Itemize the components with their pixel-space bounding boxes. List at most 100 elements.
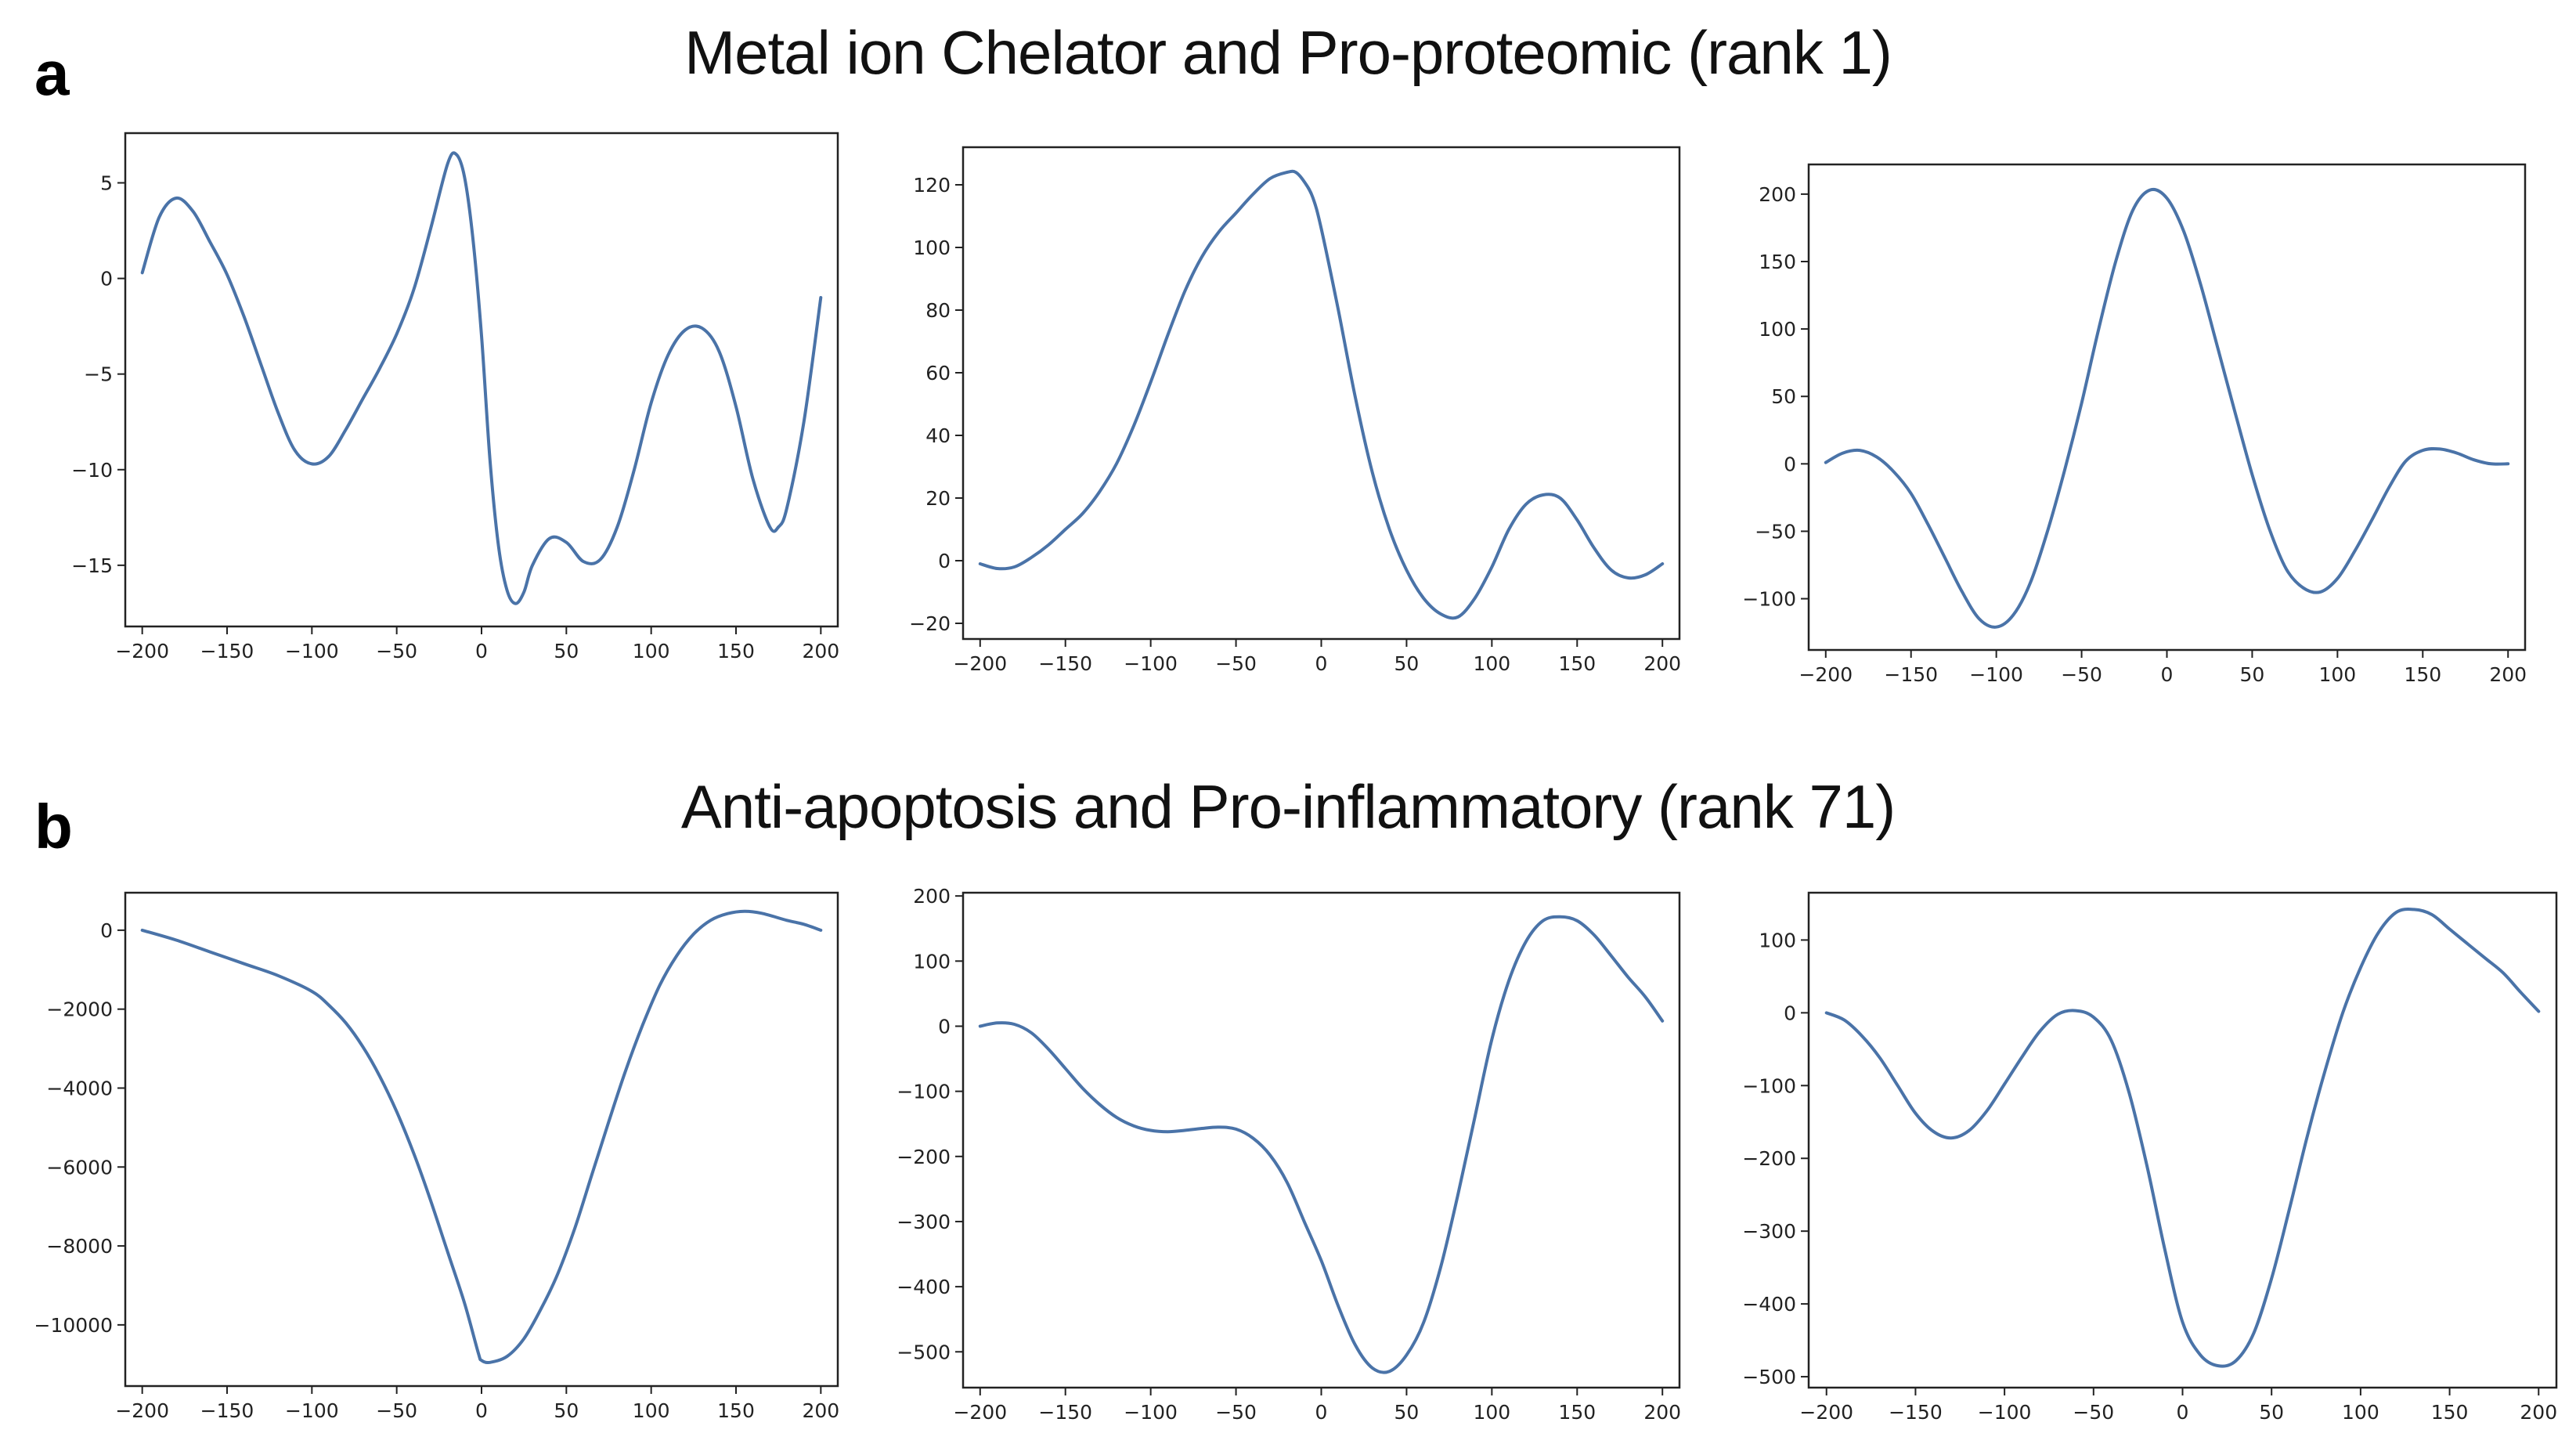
y-tick-label: −200 [1742,1147,1796,1170]
series-line-1 [978,915,1665,1374]
x-tick-label: −150 [1038,652,1092,675]
x-tick-label: 50 [2240,663,2265,686]
x-tick-label: 50 [1394,1401,1420,1424]
plot-frame [1807,163,2527,652]
x-tick-label: 200 [1643,1401,1681,1424]
x-tick-label: −100 [285,640,339,662]
y-tick-label: −50 [1755,520,1796,543]
y-tick-label: −6000 [46,1156,113,1179]
panel-a-title: Metal ion Chelator and Pro-proteomic (ra… [684,18,1892,87]
panel-b-title: Anti-apoptosis and Pro-inflammatory (ran… [680,772,1896,841]
x-tick-label: −100 [285,1399,339,1422]
x-tick-label: 0 [475,1399,488,1422]
y-tick-label: −400 [897,1276,951,1298]
y-tick-label: −10 [71,459,113,482]
y-tick-label: 200 [1759,183,1796,206]
y-tick-label: −300 [1742,1220,1796,1243]
x-tick-label: −50 [376,1399,417,1422]
x-tick-label: −50 [2073,1401,2114,1424]
y-tick-label: 0 [938,1015,951,1038]
x-tick-label: 50 [554,640,579,662]
x-tick-label: −150 [200,640,254,662]
y-tick-label: −15 [71,554,113,577]
x-tick-label: 200 [802,1399,839,1422]
x-tick-label: 200 [802,640,839,662]
x-tick-label: −50 [1215,652,1257,675]
x-tick-label: −200 [953,652,1007,675]
x-tick-label: −150 [1884,663,1938,686]
y-tick-label: 200 [913,885,951,908]
y-tick-label: −100 [1742,1074,1796,1097]
x-tick-label: −200 [1799,663,1853,686]
y-tick-label: 40 [925,424,951,447]
x-tick-label: −50 [376,640,417,662]
y-tick-label: 150 [1759,251,1796,273]
x-tick-label: 200 [1643,652,1681,675]
y-tick-label: 5 [100,171,113,194]
x-tick-label: 150 [717,1399,755,1422]
subplot-b-1: −200 −150 −100 −50 0 50 100 150 200 0 −2000 −4000 −6… [34,891,839,1422]
subplot-b-2: −200 −150 −100 −50 0 50 100 150 2002001000−100−2… [897,885,1681,1424]
x-tick-label: −200 [115,640,169,662]
x-tick-label: 200 [2489,663,2527,686]
panel-a-letter: a [34,38,70,108]
x-tick-label: −50 [2061,663,2102,686]
x-tick-label: 0 [2161,663,2174,686]
x-tick-label: 50 [554,1399,579,1422]
x-tick-label: 150 [1558,652,1596,675]
x-tick-label: 0 [1315,652,1328,675]
subplot-b-3: −200 −150 −100 −50 0 50 100 150 2001000−100−200−… [1742,891,2558,1424]
series-line-1 [978,169,1665,620]
x-tick-label: −100 [1978,1401,2032,1424]
series-line-1 [140,151,823,605]
plot-frame [124,132,839,628]
y-tick-label: −4000 [46,1077,113,1099]
x-tick-label: −150 [200,1399,254,1422]
y-tick-label: 100 [1759,929,1796,951]
y-tick-label: −100 [897,1081,951,1103]
y-tick-label: −20 [909,612,951,635]
y-tick-label: 100 [1759,318,1796,341]
x-tick-label: 0 [2177,1401,2189,1424]
y-tick-label: −200 [897,1146,951,1168]
y-tick-label: −100 [1742,588,1796,611]
x-tick-label: 0 [475,640,488,662]
x-tick-label: 150 [1558,1401,1596,1424]
x-tick-label: 150 [2404,663,2441,686]
x-tick-label: 100 [2318,663,2356,686]
panel-b-letter: b [34,792,73,861]
plot-frame [961,146,1681,641]
plot-frame [1807,891,2558,1389]
y-tick-label: 100 [913,950,951,973]
x-tick-label: 0 [1315,1401,1328,1424]
y-tick-label: 120 [913,174,951,197]
y-tick-label: −300 [897,1211,951,1233]
y-tick-label: 20 [925,487,951,510]
plot-frame [961,891,1681,1389]
x-tick-label: 100 [1473,1401,1510,1424]
y-tick-label: −8000 [46,1235,113,1258]
y-tick-label: 100 [913,236,951,259]
x-tick-label: 100 [633,1399,670,1422]
plot-frame [124,891,839,1388]
subplot-a-2: −200 −150 −100 −50 0 50 100 150 2001201008060402… [909,146,1681,675]
y-tick-label: 0 [1784,453,1796,475]
x-tick-label: 150 [2431,1401,2469,1424]
x-tick-label: 100 [1473,652,1510,675]
y-tick-label: −500 [897,1341,951,1363]
y-tick-label: 0 [938,550,951,572]
x-tick-label: −100 [1969,663,2023,686]
y-tick-label: −400 [1742,1293,1796,1316]
x-tick-label: 150 [717,640,755,662]
subplot-a-3: −200 −150 −100 −50 0 50 100 150 200 200 150 100 50 0 −… [1742,163,2527,686]
x-tick-label: −100 [1124,652,1178,675]
x-tick-label: 50 [1394,652,1420,675]
x-tick-label: −150 [1038,1401,1092,1424]
y-tick-label: 60 [925,362,951,384]
x-tick-label: 50 [2259,1401,2284,1424]
x-tick-label: −200 [1799,1401,1853,1424]
y-tick-label: −500 [1742,1366,1796,1388]
x-tick-label: 200 [2520,1401,2557,1424]
